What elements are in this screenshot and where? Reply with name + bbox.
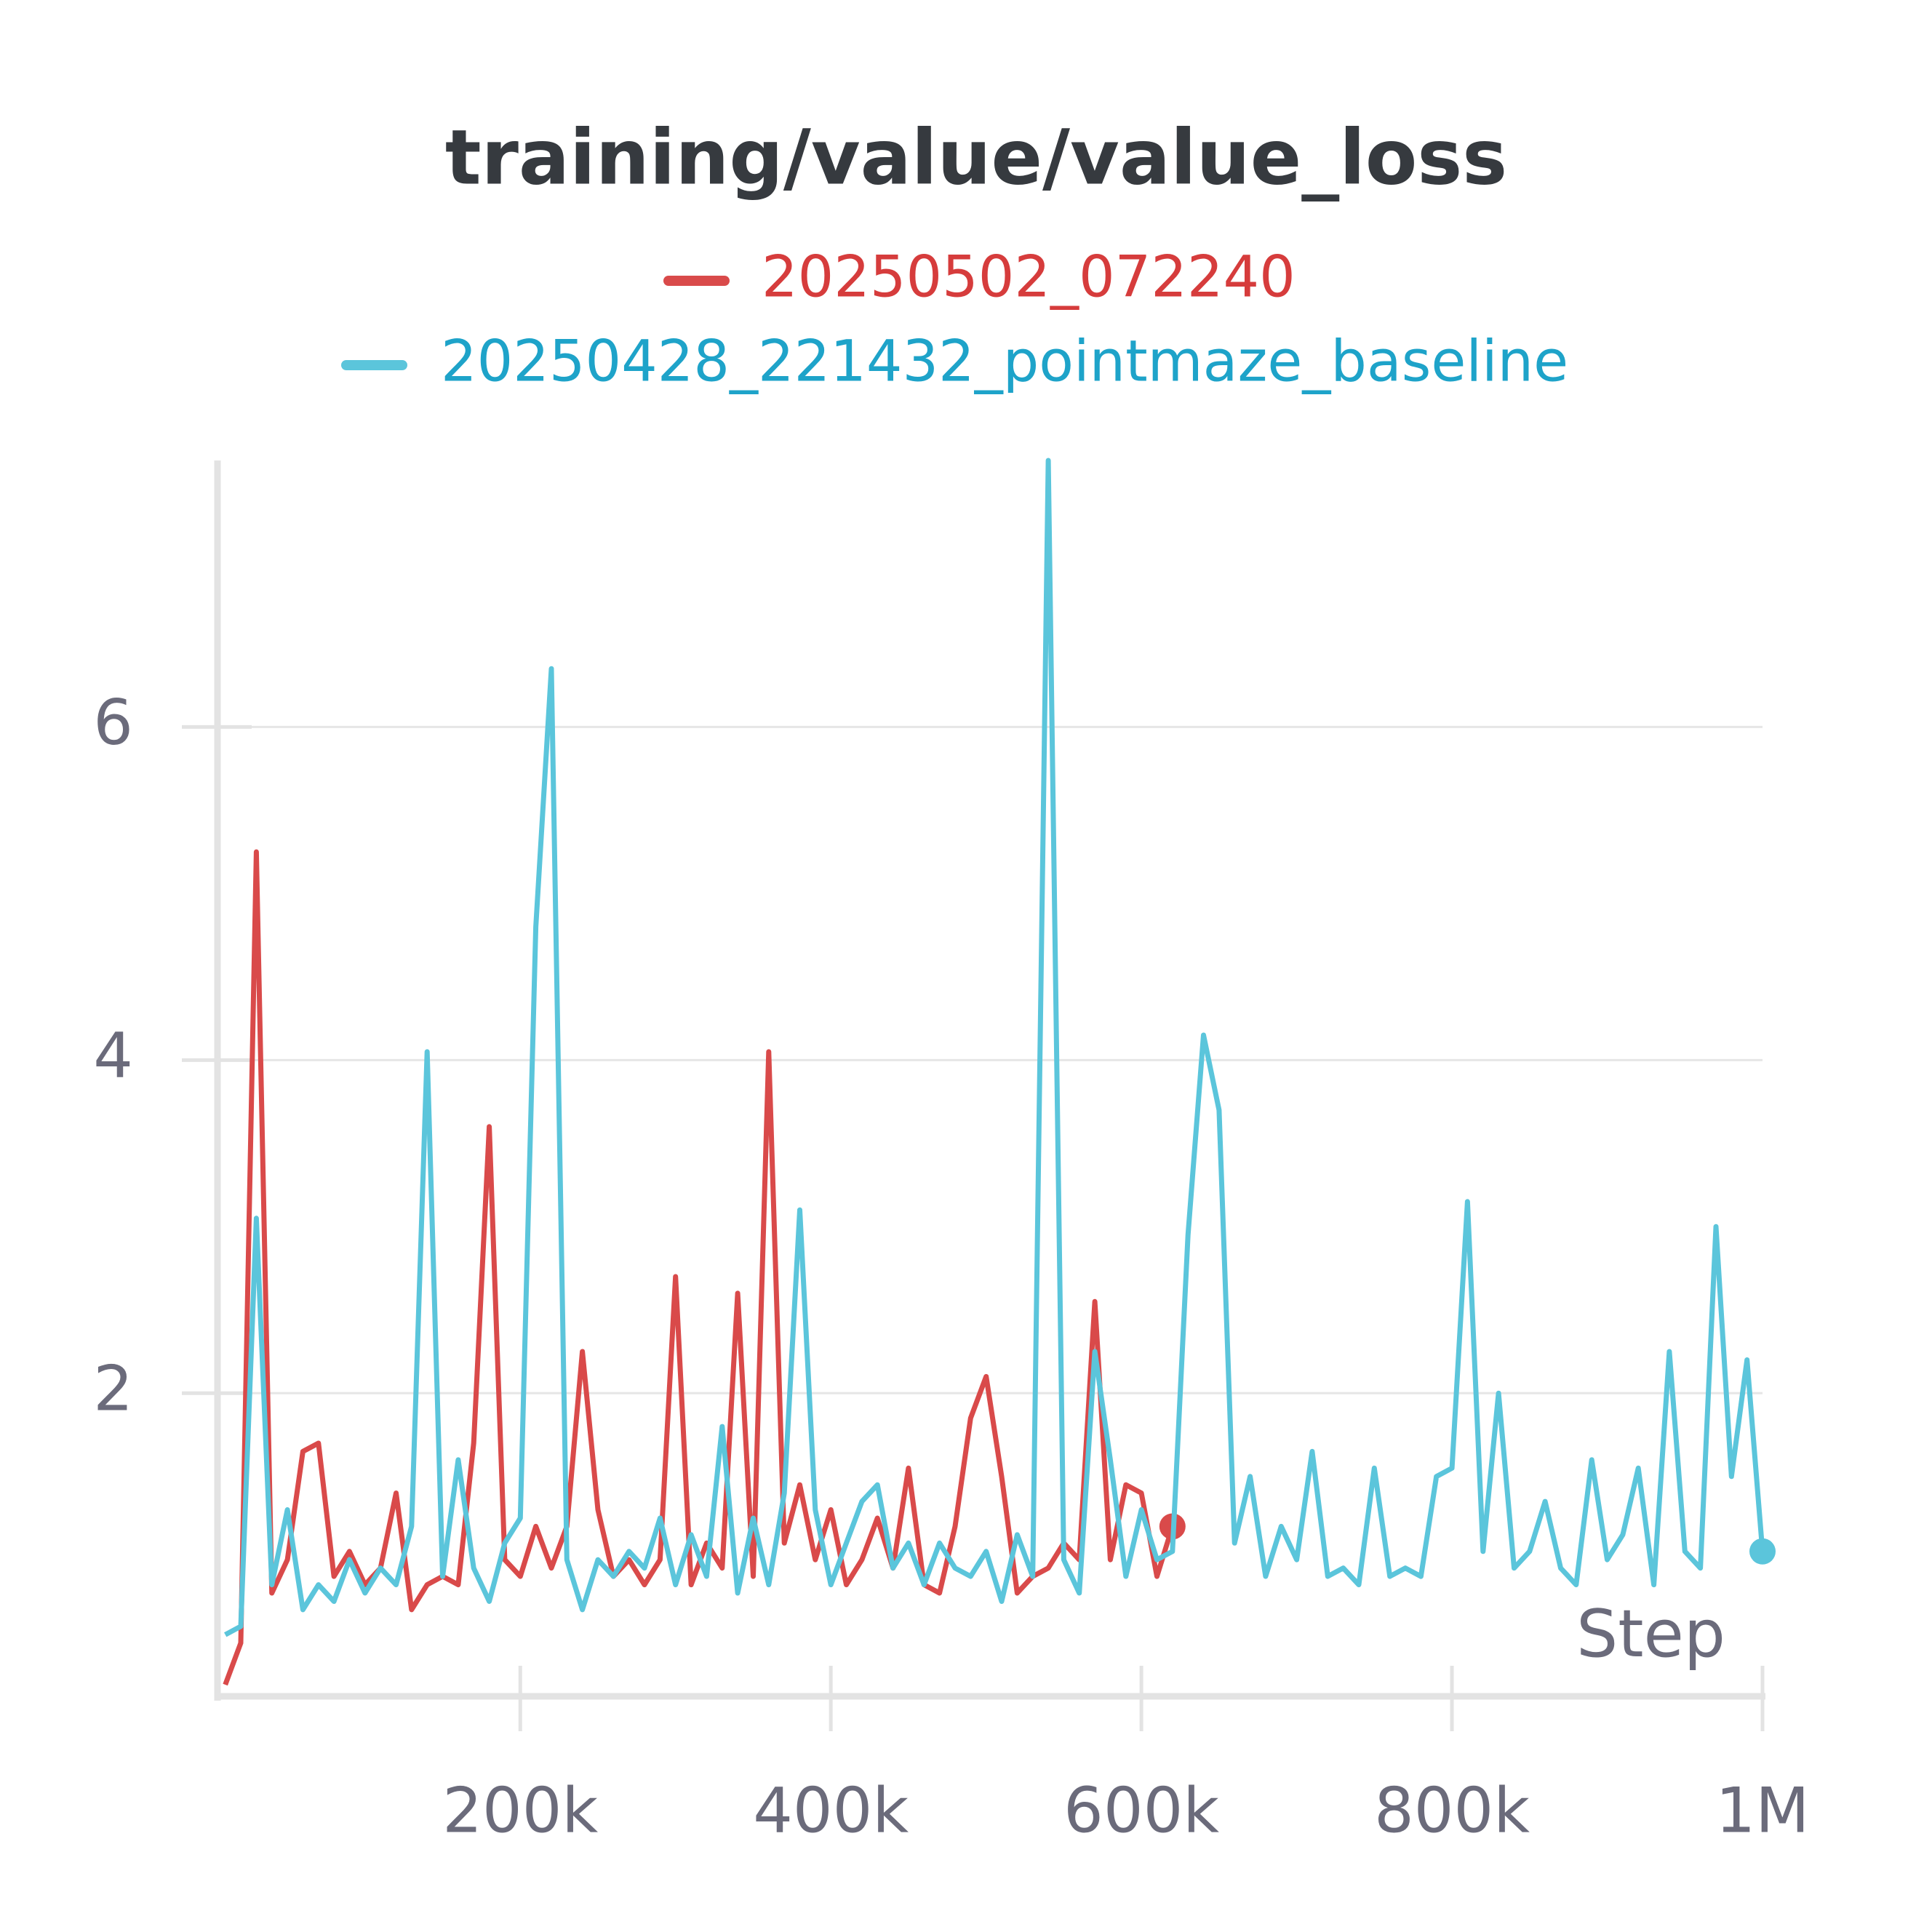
y-tick-label: 6 [93,687,133,759]
x-tick-label: 800k [1374,1774,1530,1847]
y-tick-label: 2 [93,1353,133,1426]
x-tick-label: 600k [1063,1774,1219,1847]
series-line [224,458,1765,1637]
x-axis-label: Step [1576,1596,1725,1672]
x-tick-label: 400k [753,1774,909,1847]
y-tick-label: 4 [93,1020,133,1093]
series-end-point [1749,1538,1776,1565]
x-tick-label: 1M [1716,1774,1810,1847]
legend-label: 20250502_072240 [762,244,1296,310]
x-tick-label: 200k [442,1774,598,1847]
chart-title: training/value/value_loss [445,113,1507,201]
series-line [223,849,1175,1686]
legend-label: 20250428_221432_pointmaze_baseline [441,329,1568,394]
